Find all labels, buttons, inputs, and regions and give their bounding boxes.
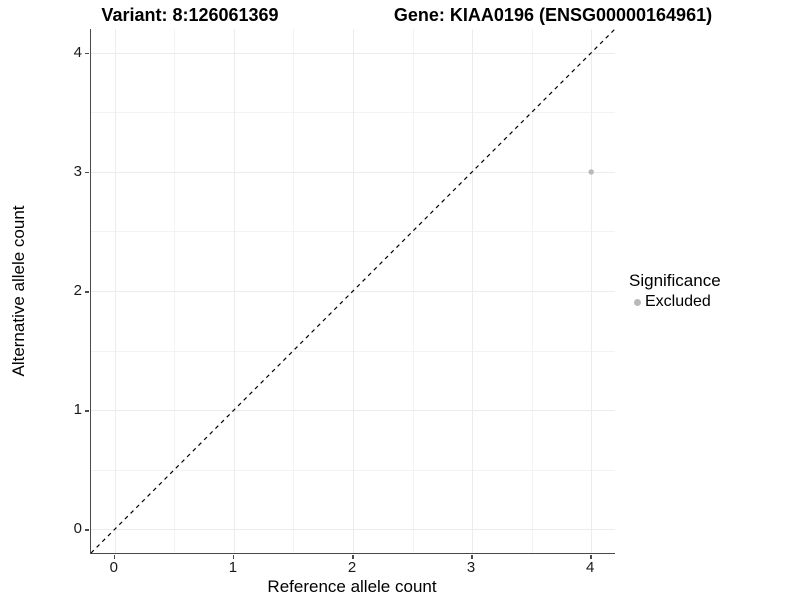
y-tick-label: 0 bbox=[73, 520, 82, 538]
x-tick-label: 1 bbox=[228, 559, 238, 576]
legend-item-label: Excluded bbox=[645, 293, 711, 310]
data-point-excluded bbox=[588, 169, 594, 175]
y-major-gridline bbox=[91, 52, 615, 54]
y-axis-tick bbox=[84, 529, 89, 531]
x-axis-tick bbox=[471, 554, 473, 559]
plot-title-gene: Gene: KIAA0196 (ENSG00000164961) bbox=[393, 5, 713, 25]
y-major-gridline bbox=[91, 171, 615, 173]
plot-panel bbox=[90, 28, 616, 554]
y-tick-label: 1 bbox=[73, 401, 82, 419]
y-axis-tick bbox=[84, 52, 89, 55]
x-axis-tick bbox=[232, 554, 235, 559]
legend: Significance Excluded bbox=[629, 271, 721, 311]
y-major-gridline bbox=[91, 410, 615, 412]
x-tick-label: 2 bbox=[347, 559, 357, 576]
y-tick-label: 3 bbox=[73, 162, 82, 180]
x-tick-label: 0 bbox=[109, 559, 118, 576]
legend-item-excluded: Excluded bbox=[629, 293, 721, 311]
y-axis-tick bbox=[84, 291, 89, 293]
y-major-gridline bbox=[91, 529, 615, 531]
y-axis-tick bbox=[84, 410, 89, 412]
x-axis-tick bbox=[113, 554, 116, 559]
y-tick-label: 2 bbox=[73, 282, 82, 299]
legend-key bbox=[631, 296, 643, 308]
x-tick-label: 3 bbox=[466, 559, 476, 576]
plot-title-variant: Variant: 8:126061369 bbox=[101, 5, 279, 25]
plot-overlay bbox=[90, 28, 616, 554]
x-axis-title: Reference allele count bbox=[267, 577, 437, 596]
x-axis-tick bbox=[352, 554, 354, 559]
identity-reference-line bbox=[90, 28, 616, 554]
y-axis-tick bbox=[84, 171, 89, 174]
y-tick-label: 4 bbox=[73, 43, 82, 61]
x-axis-tick bbox=[590, 554, 592, 559]
excluded-point-icon bbox=[633, 298, 641, 306]
legend-title: Significance bbox=[629, 271, 721, 290]
x-tick-label: 4 bbox=[586, 559, 595, 576]
